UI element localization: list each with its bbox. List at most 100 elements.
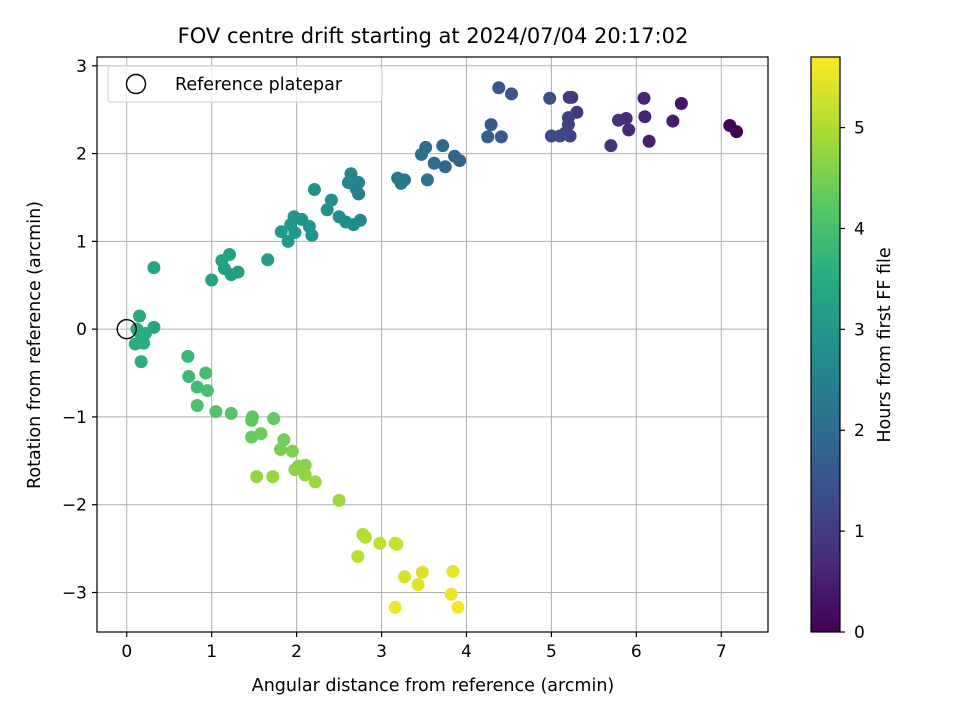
scatter-point <box>266 470 280 484</box>
x-tick-label: 3 <box>376 642 387 662</box>
colorbar-tick-label: 1 <box>854 522 865 542</box>
colorbar-tick-label: 3 <box>854 320 865 340</box>
scatter-point <box>224 406 238 420</box>
scatter-point <box>494 130 508 144</box>
legend-marker-reference <box>125 73 147 95</box>
colorbar-tick-label: 4 <box>854 219 865 239</box>
scatter-point <box>199 366 213 380</box>
colorbar-tick-label: 2 <box>854 421 865 441</box>
scatter-point <box>273 442 287 456</box>
scatter-point <box>604 139 618 153</box>
scatter-point <box>351 550 365 564</box>
x-tick-label: 6 <box>631 642 642 662</box>
scatter-point <box>307 183 321 197</box>
scatter-point <box>438 160 452 174</box>
scatter-point <box>420 173 434 187</box>
scatter-point <box>543 91 557 105</box>
colorbar-tick-label: 5 <box>854 119 865 139</box>
scatter-point <box>308 475 322 489</box>
scatter-point <box>427 156 441 170</box>
scatter-point <box>288 463 302 477</box>
scatter-points <box>116 81 744 614</box>
scatter-point <box>358 530 372 544</box>
y-tick-label: −2 <box>62 496 87 516</box>
scatter-point <box>674 97 688 111</box>
colorbar-gradient <box>810 56 841 633</box>
scatter-point <box>391 171 405 185</box>
x-tick-label: 0 <box>121 642 132 662</box>
scatter-point <box>622 123 636 137</box>
scatter-point <box>288 226 302 240</box>
x-tick-label: 1 <box>206 642 217 662</box>
scatter-point <box>223 248 237 262</box>
scatter-point <box>281 234 295 248</box>
scatter-point <box>285 444 299 458</box>
scatter-point <box>637 91 651 105</box>
scatter-point <box>190 399 204 413</box>
scatter-point <box>132 309 146 323</box>
chart-title: FOV centre drift starting at 2024/07/04 … <box>178 24 689 48</box>
y-axis-label: Rotation from reference (arcmin) <box>25 201 45 489</box>
scatter-point <box>205 273 219 287</box>
scatter-point <box>504 87 518 101</box>
scatter-point <box>261 253 275 267</box>
scatter-point <box>209 405 223 419</box>
colorbar: 0 1 2 3 4 5 Hours from first FF file <box>810 56 895 643</box>
scatter-point <box>481 130 495 144</box>
scatter-point <box>444 587 458 601</box>
scatter-point <box>451 600 465 614</box>
scatter-point <box>492 81 506 95</box>
scatter-point <box>415 565 429 579</box>
y-tick-label: −1 <box>62 408 87 428</box>
y-tick-label: 3 <box>76 57 87 77</box>
scatter-point <box>388 600 402 614</box>
scatter-point <box>666 114 680 128</box>
plot-frame <box>96 56 769 633</box>
scatter-point <box>190 380 204 394</box>
scatter-point <box>254 427 268 441</box>
legend-box <box>107 65 383 103</box>
scatter-point <box>448 149 462 163</box>
y-tick-label: −3 <box>62 583 87 603</box>
x-tick-label: 7 <box>716 642 727 662</box>
scatter-point <box>181 349 195 363</box>
scatter-point <box>723 118 737 132</box>
scatter-point <box>298 468 312 482</box>
scatter-point <box>446 564 460 578</box>
scatter-point <box>642 134 656 148</box>
x-tick-label: 5 <box>546 642 557 662</box>
scatter-point <box>320 203 334 217</box>
scatter-point <box>200 384 214 398</box>
legend: Reference platepar <box>107 65 383 103</box>
scatter-point <box>267 412 281 426</box>
scatter-point <box>390 537 404 551</box>
scatter-point <box>397 570 411 584</box>
scatter-point <box>436 139 450 153</box>
grid-layer <box>97 57 768 632</box>
colorbar-ticks: 0 1 2 3 4 5 <box>840 119 865 643</box>
x-axis-label: Angular distance from reference (arcmin) <box>252 676 615 696</box>
y-tick-label: 2 <box>76 145 87 165</box>
y-tick-label: 1 <box>76 232 87 252</box>
axis-ticks: 0 1 2 3 4 5 6 7 −3 −2 −1 0 1 2 3 <box>62 57 727 662</box>
scatter-point <box>332 210 346 224</box>
scatter-point <box>134 355 148 369</box>
scatter-point <box>411 578 425 592</box>
x-tick-label: 2 <box>291 642 302 662</box>
scatter-point <box>638 110 652 124</box>
scatter-point <box>484 118 498 132</box>
scatter-point <box>562 90 576 104</box>
x-tick-label: 4 <box>461 642 472 662</box>
scatter-point <box>250 470 264 484</box>
scatter-point <box>274 225 288 239</box>
scatter-point <box>373 536 387 550</box>
scatter-point <box>544 129 558 143</box>
legend-label-reference: Reference platepar <box>175 75 343 95</box>
colorbar-label: Hours from first FF file <box>875 247 895 442</box>
scatter-point <box>245 413 259 427</box>
reference-platepar-marker <box>116 318 137 340</box>
colorbar-tick-label: 0 <box>854 623 865 643</box>
scatter-point <box>341 176 355 190</box>
